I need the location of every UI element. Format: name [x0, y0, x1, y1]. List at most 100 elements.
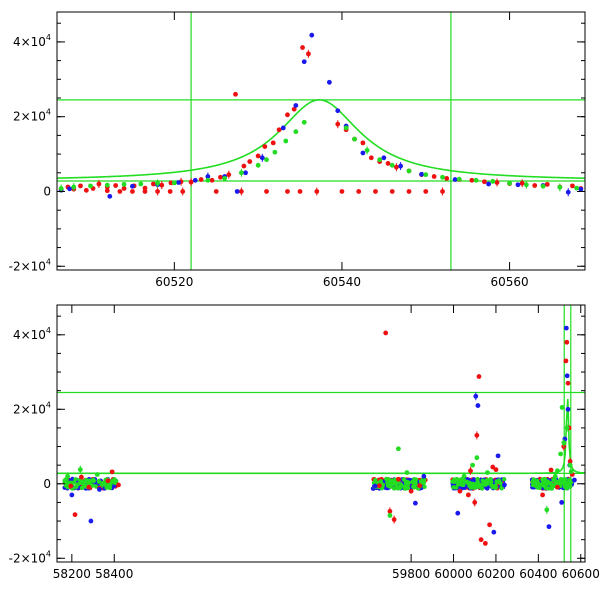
data-point: [515, 182, 521, 188]
x-tick-label: 60540: [323, 275, 361, 289]
data-point: [531, 477, 536, 482]
data-point: [519, 180, 525, 186]
data-point: [548, 481, 553, 486]
data-point: [565, 406, 571, 412]
data-point: [557, 184, 563, 190]
data-point: [385, 477, 390, 482]
data-point: [408, 488, 414, 494]
data-point: [494, 180, 500, 185]
data-point: [86, 484, 92, 490]
data-point: [272, 149, 278, 155]
top-panel: 4×104 2×104 0 -2×104 60520 60540 60560: [9, 11, 586, 289]
x-tick-label: 58400: [95, 567, 133, 581]
data-point: [387, 513, 393, 518]
data-point: [381, 155, 387, 161]
data-point: [116, 482, 121, 488]
data-point: [372, 483, 378, 489]
data-point: [58, 186, 64, 191]
data-point: [373, 477, 378, 483]
series-blue: [69, 325, 577, 535]
data-point: [558, 476, 564, 482]
data-point: [130, 189, 135, 194]
data-point: [391, 517, 397, 522]
data-point: [394, 164, 399, 170]
data-point: [391, 486, 397, 491]
data-point: [222, 175, 228, 181]
data-point: [259, 155, 265, 161]
data-point: [63, 477, 68, 483]
data-point: [168, 180, 174, 186]
x-tick-label: 60400: [519, 567, 557, 581]
data-point: [493, 485, 499, 491]
data-point: [96, 478, 102, 484]
data-point: [570, 183, 575, 189]
data-point: [241, 163, 247, 169]
data-point: [462, 478, 468, 484]
data-point: [423, 172, 429, 178]
data-point: [395, 446, 401, 452]
data-point: [130, 183, 135, 189]
data-point: [490, 178, 496, 184]
data-point: [383, 330, 389, 336]
data-point: [558, 451, 564, 457]
data-point: [91, 478, 97, 484]
data-point: [309, 32, 315, 38]
data-point: [262, 144, 268, 150]
data-point: [395, 476, 401, 482]
data-point: [459, 482, 464, 487]
data-point: [96, 181, 102, 187]
data-point: [335, 121, 341, 127]
data-point: [142, 185, 148, 191]
data-point: [70, 476, 75, 482]
series-red: [68, 330, 575, 546]
data-point: [561, 440, 567, 446]
data-point: [360, 150, 366, 156]
series-red: [58, 45, 584, 196]
data-point: [285, 189, 290, 194]
data-point: [65, 473, 71, 479]
data-point: [377, 157, 383, 163]
data-point: [452, 177, 458, 182]
data-point: [563, 325, 569, 331]
data-point: [553, 480, 558, 486]
data-point: [83, 477, 89, 483]
data-point: [555, 468, 560, 474]
data-point: [507, 180, 512, 186]
data-point: [404, 479, 410, 485]
data-point: [176, 180, 181, 185]
data-point: [401, 477, 407, 482]
data-point: [306, 51, 311, 57]
data-point: [455, 510, 461, 516]
data-point: [565, 189, 571, 195]
data-point: [540, 183, 546, 189]
data-point: [472, 500, 478, 505]
data-point: [486, 181, 492, 187]
data-point: [264, 189, 269, 194]
data-point: [567, 477, 573, 482]
data-point: [339, 189, 345, 194]
data-point: [417, 483, 423, 489]
data-point: [243, 170, 248, 176]
data-point: [474, 432, 480, 438]
data-point: [68, 483, 74, 489]
data-point: [567, 459, 573, 464]
data-point: [291, 106, 297, 112]
data-point: [532, 183, 538, 188]
data-point: [283, 138, 289, 144]
data-point: [390, 478, 395, 483]
data-point: [78, 474, 84, 480]
data-point: [114, 479, 119, 484]
data-point: [364, 147, 370, 153]
data-point: [105, 478, 111, 484]
data-point: [373, 189, 378, 194]
data-point: [456, 176, 462, 182]
data-point: [468, 468, 473, 474]
data-point: [395, 486, 400, 491]
y-tick-label: 2×104: [13, 108, 51, 124]
model-curve: [57, 99, 585, 179]
data-point: [533, 481, 538, 486]
data-point: [475, 479, 480, 485]
data-point: [234, 189, 240, 194]
data-point: [71, 184, 77, 190]
data-point: [117, 189, 123, 194]
